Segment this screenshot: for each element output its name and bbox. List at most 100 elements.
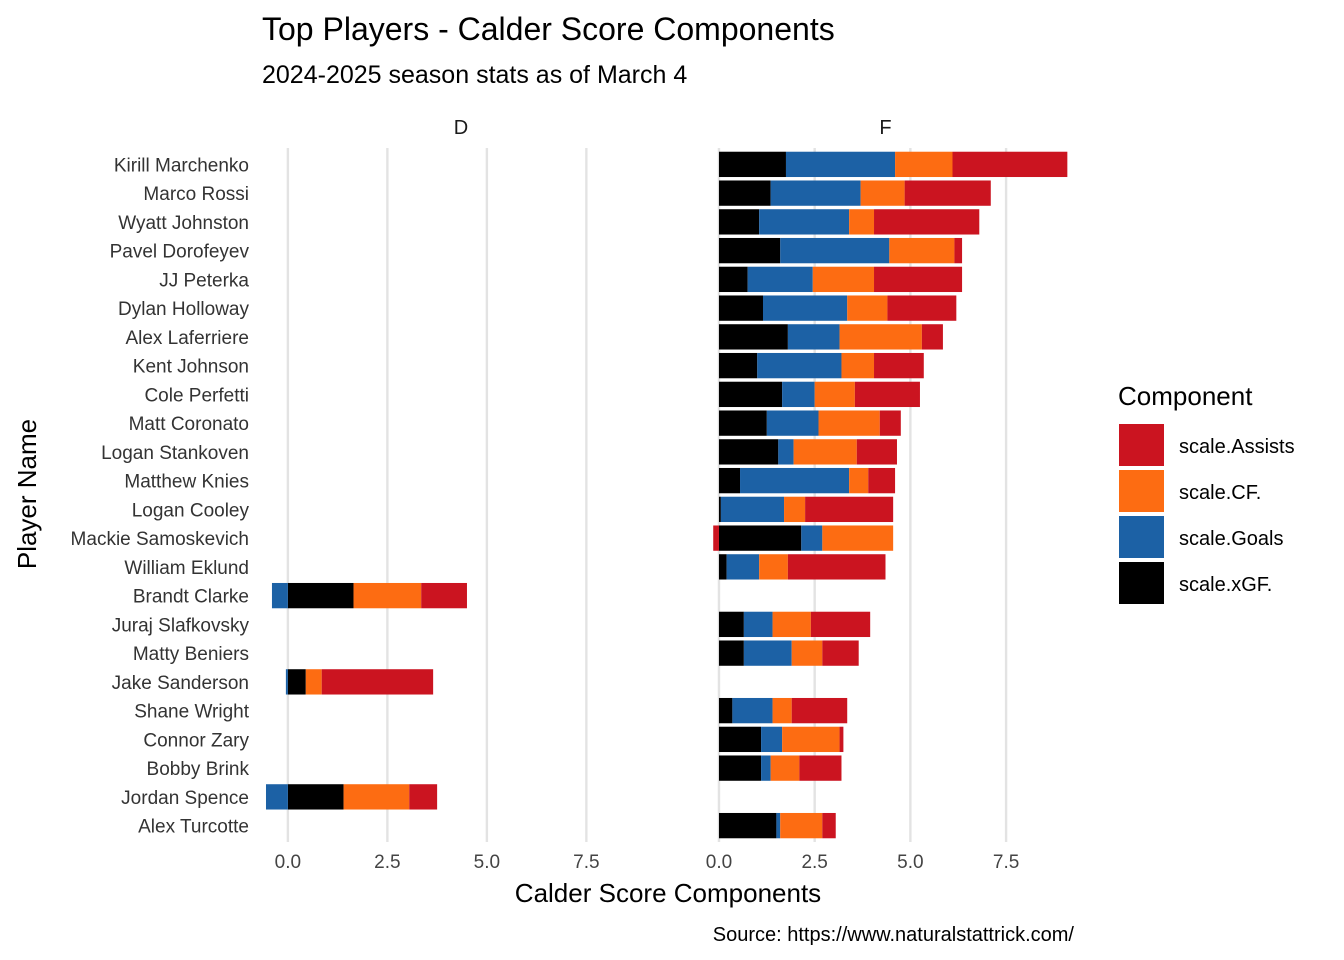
bar-pavel-dorofeyev bbox=[718, 237, 963, 264]
bar-segment-scale-xgf bbox=[718, 266, 748, 293]
bar-segment-scale-xgf bbox=[718, 237, 781, 264]
bar-segment-scale-xgf bbox=[718, 352, 758, 379]
bar-segment-scale-assists bbox=[409, 784, 438, 810]
bar-matt-coronato bbox=[718, 410, 901, 436]
bar-segment-scale-assists bbox=[421, 582, 467, 609]
bar-segment-scale-goals bbox=[732, 697, 773, 724]
bar-segment-scale-cf bbox=[849, 467, 869, 494]
bar-segment-scale-cf bbox=[818, 410, 880, 436]
x-tick-label: 0.0 bbox=[275, 852, 301, 873]
bar-segment-scale-xgf bbox=[718, 410, 767, 436]
x-tick-label: 2.5 bbox=[801, 852, 827, 873]
bar-segment-scale-goals bbox=[782, 381, 815, 408]
bar-segment-scale-goals bbox=[776, 812, 781, 839]
legend-label-scale-goals: scale.Goals bbox=[1179, 528, 1284, 550]
bar-segment-scale-xgf bbox=[287, 582, 354, 609]
y-tick-label: Cole Perfetti bbox=[144, 385, 249, 406]
y-tick-label: Bobby Brink bbox=[147, 759, 250, 780]
bar-segment-scale-assists bbox=[868, 467, 896, 494]
bar-segment-scale-cf bbox=[860, 180, 905, 206]
bar-segment-scale-xgf bbox=[287, 669, 306, 695]
bar-segment-scale-xgf bbox=[718, 496, 721, 523]
legend-label-scale-assists: scale.Assists bbox=[1179, 436, 1295, 458]
bar-segment-scale-xgf bbox=[718, 439, 779, 465]
bar-segment-scale-cf bbox=[889, 237, 955, 264]
y-tick-label: Jake Sanderson bbox=[112, 673, 249, 694]
bar-segment-scale-xgf bbox=[718, 324, 788, 350]
bar-kirill-marchenko bbox=[718, 151, 1068, 178]
bar-segment-scale-cf bbox=[849, 209, 875, 235]
x-tick-label: 5.0 bbox=[474, 852, 500, 873]
bar-segment-scale-goals bbox=[747, 266, 813, 293]
bar-segment-scale-cf bbox=[305, 669, 322, 695]
y-axis-tick-labels: Kirill Marchenko Marco Rossi Wyatt Johnsto… bbox=[71, 155, 250, 837]
chart-title: Top Players - Calder Score Components bbox=[262, 11, 835, 47]
bar-logan-cooley bbox=[718, 496, 894, 523]
bar-connor-zary bbox=[718, 726, 844, 753]
bar-segment-scale-assists bbox=[921, 324, 943, 350]
bar-segment-scale-xgf bbox=[718, 611, 744, 638]
bar-wyatt-johnston bbox=[718, 209, 980, 235]
y-tick-label: Connor Zary bbox=[143, 730, 249, 751]
bar-segment-scale-xgf bbox=[718, 726, 762, 753]
y-tick-label: Matty Beniers bbox=[133, 644, 249, 665]
bar-segment-scale-assists bbox=[904, 180, 991, 206]
bar-segment-scale-cf bbox=[784, 496, 806, 523]
bar-segment-scale-cf bbox=[812, 266, 875, 293]
y-tick-label: Pavel Dorofeyev bbox=[110, 242, 250, 263]
bar-segment-scale-assists bbox=[839, 726, 844, 753]
bar-jordan-spence bbox=[265, 784, 438, 810]
bar-segment-scale-cf bbox=[895, 151, 953, 178]
bar-segment-scale-assists bbox=[791, 697, 848, 724]
bar-matty-beniers bbox=[718, 640, 859, 666]
bar-segment-scale-assists bbox=[799, 755, 842, 781]
bar-segment-scale-xgf bbox=[718, 755, 762, 781]
bar-segment-scale-cf bbox=[772, 611, 811, 638]
y-tick-label: Kent Johnson bbox=[133, 357, 249, 378]
bar-mackie-samoskevich bbox=[713, 525, 894, 551]
y-tick-label: Wyatt Johnston bbox=[118, 213, 249, 234]
facet-label-d: D bbox=[454, 117, 468, 139]
bar-segment-scale-cf bbox=[343, 784, 410, 810]
bar-segment-scale-cf bbox=[814, 381, 855, 408]
x-tick-label: 7.5 bbox=[993, 852, 1019, 873]
bar-segment-scale-cf bbox=[841, 352, 875, 379]
bar-shane-wright bbox=[718, 697, 848, 724]
facet-label-f: F bbox=[879, 117, 891, 139]
bar-segment-scale-xgf bbox=[718, 467, 741, 494]
bar-segment-scale-goals bbox=[770, 180, 861, 206]
bar-cole-perfetti bbox=[718, 381, 920, 408]
bar-segment-scale-assists bbox=[856, 439, 897, 465]
facet-panel-f: F 0.0 2.5 5.0 7.5 bbox=[706, 117, 1020, 873]
bar-jake-sanderson bbox=[285, 669, 434, 695]
bar-segment-scale-cf bbox=[759, 554, 788, 580]
bar-segment-scale-cf bbox=[782, 726, 840, 753]
bar-segment-scale-cf bbox=[839, 324, 922, 350]
legend-swatch-scale-assists bbox=[1119, 424, 1164, 466]
bar-segment-scale-xgf bbox=[718, 381, 783, 408]
bar-segment-scale-xgf bbox=[718, 209, 760, 235]
y-tick-label: William Eklund bbox=[124, 558, 249, 579]
bar-segment-scale-assists bbox=[854, 381, 920, 408]
bar-segment-scale-cf bbox=[822, 525, 894, 551]
bar-segment-scale-goals bbox=[787, 324, 840, 350]
bar-segment-scale-goals bbox=[265, 784, 288, 810]
y-tick-label: Alex Turcotte bbox=[138, 817, 249, 838]
bar-segment-scale-goals bbox=[285, 669, 288, 695]
bar-segment-scale-xgf bbox=[718, 295, 763, 321]
y-tick-label: Dylan Holloway bbox=[118, 299, 249, 320]
bar-segment-scale-assists bbox=[822, 640, 859, 666]
x-tick-label: 2.5 bbox=[374, 852, 400, 873]
bar-segment-scale-goals bbox=[271, 582, 288, 609]
bar-segment-scale-assists bbox=[879, 410, 901, 436]
bar-segment-scale-assists bbox=[810, 611, 871, 638]
source-caption: Source: https://www.naturalstattrick.com… bbox=[713, 924, 1075, 946]
bar-segment-scale-goals bbox=[759, 209, 850, 235]
y-tick-label: Matt Coronato bbox=[129, 414, 249, 435]
y-tick-label: Matthew Knies bbox=[124, 472, 249, 493]
bar-segment-scale-assists bbox=[874, 209, 980, 235]
bar-segment-scale-xgf bbox=[718, 554, 727, 580]
legend: Component scale.Assists scale.CF. scale.Go… bbox=[1118, 381, 1295, 604]
bar-segment-scale-cf bbox=[847, 295, 888, 321]
legend-swatch-scale-xgf bbox=[1119, 562, 1164, 604]
